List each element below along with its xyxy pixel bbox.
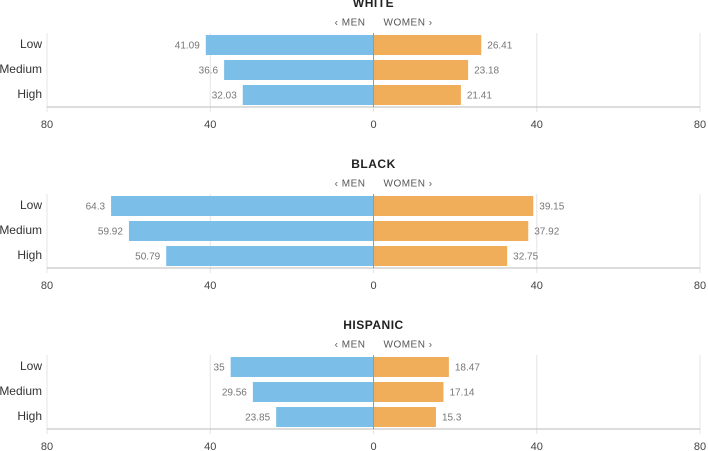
value-label: 18.47 xyxy=(455,363,480,374)
legend-label: WOMEN › xyxy=(384,18,433,29)
category-label: High xyxy=(17,87,42,101)
bar xyxy=(242,85,374,105)
category-label: Low xyxy=(20,198,42,212)
x-tick-label: 80 xyxy=(41,441,53,451)
x-tick-label: 0 xyxy=(370,441,376,451)
value-label: 23.85 xyxy=(245,413,270,424)
bar xyxy=(205,35,374,55)
value-label: 17.14 xyxy=(449,388,474,399)
bar xyxy=(373,246,508,266)
value-label: 36.6 xyxy=(199,66,219,77)
x-tick-label: 40 xyxy=(531,441,543,451)
value-label: 50.79 xyxy=(135,252,160,263)
value-label: 32.75 xyxy=(513,252,538,263)
value-label: 26.41 xyxy=(487,41,512,52)
bar xyxy=(373,60,469,80)
category-label: High xyxy=(17,409,42,423)
bar xyxy=(373,407,436,427)
legend-label: ‹ MEN xyxy=(335,340,366,351)
chart-title: BLACK xyxy=(351,157,396,171)
chart-title: WHITE xyxy=(353,0,394,10)
bar xyxy=(373,382,444,402)
x-tick-label: 40 xyxy=(204,119,216,131)
value-label: 64.3 xyxy=(86,202,106,213)
value-label: 35 xyxy=(214,363,226,374)
bar xyxy=(166,246,374,266)
legend-label: ‹ MEN xyxy=(335,179,366,190)
legend-label: WOMEN › xyxy=(384,340,433,351)
x-tick-label: 40 xyxy=(531,119,543,131)
bar xyxy=(224,60,374,80)
x-tick-label: 40 xyxy=(204,280,216,292)
x-tick-label: 40 xyxy=(531,280,543,292)
category-label: Low xyxy=(20,359,42,373)
bar xyxy=(276,407,374,427)
value-label: 32.03 xyxy=(212,91,237,102)
category-label: Low xyxy=(20,37,42,51)
category-label: Medium xyxy=(0,384,42,398)
value-label: 23.18 xyxy=(474,66,499,77)
bar xyxy=(373,357,449,377)
bar xyxy=(230,357,374,377)
value-label: 37.92 xyxy=(534,227,559,238)
bar xyxy=(373,221,529,241)
value-label: 29.56 xyxy=(222,388,247,399)
bar xyxy=(128,221,374,241)
value-label: 41.09 xyxy=(175,41,200,52)
value-label: 15.3 xyxy=(442,413,462,424)
x-tick-label: 80 xyxy=(694,280,706,292)
x-tick-label: 0 xyxy=(370,280,376,292)
x-tick-label: 80 xyxy=(41,280,53,292)
value-label: 21.41 xyxy=(467,91,492,102)
category-label: Medium xyxy=(0,223,42,237)
value-label: 39.15 xyxy=(539,202,564,213)
category-label: High xyxy=(17,248,42,262)
x-tick-label: 80 xyxy=(694,441,706,451)
value-label: 59.92 xyxy=(98,227,123,238)
bar xyxy=(252,382,374,402)
chart-title: HISPANIC xyxy=(343,318,403,332)
legend-label: WOMEN › xyxy=(384,179,433,190)
category-label: Medium xyxy=(0,62,42,76)
bar xyxy=(373,35,482,55)
x-tick-label: 80 xyxy=(694,119,706,131)
bar xyxy=(373,196,534,216)
x-tick-label: 0 xyxy=(370,119,376,131)
x-tick-label: 40 xyxy=(204,441,216,451)
legend-label: ‹ MEN xyxy=(335,18,366,29)
bar xyxy=(111,196,374,216)
bar xyxy=(373,85,461,105)
x-tick-label: 80 xyxy=(41,119,53,131)
